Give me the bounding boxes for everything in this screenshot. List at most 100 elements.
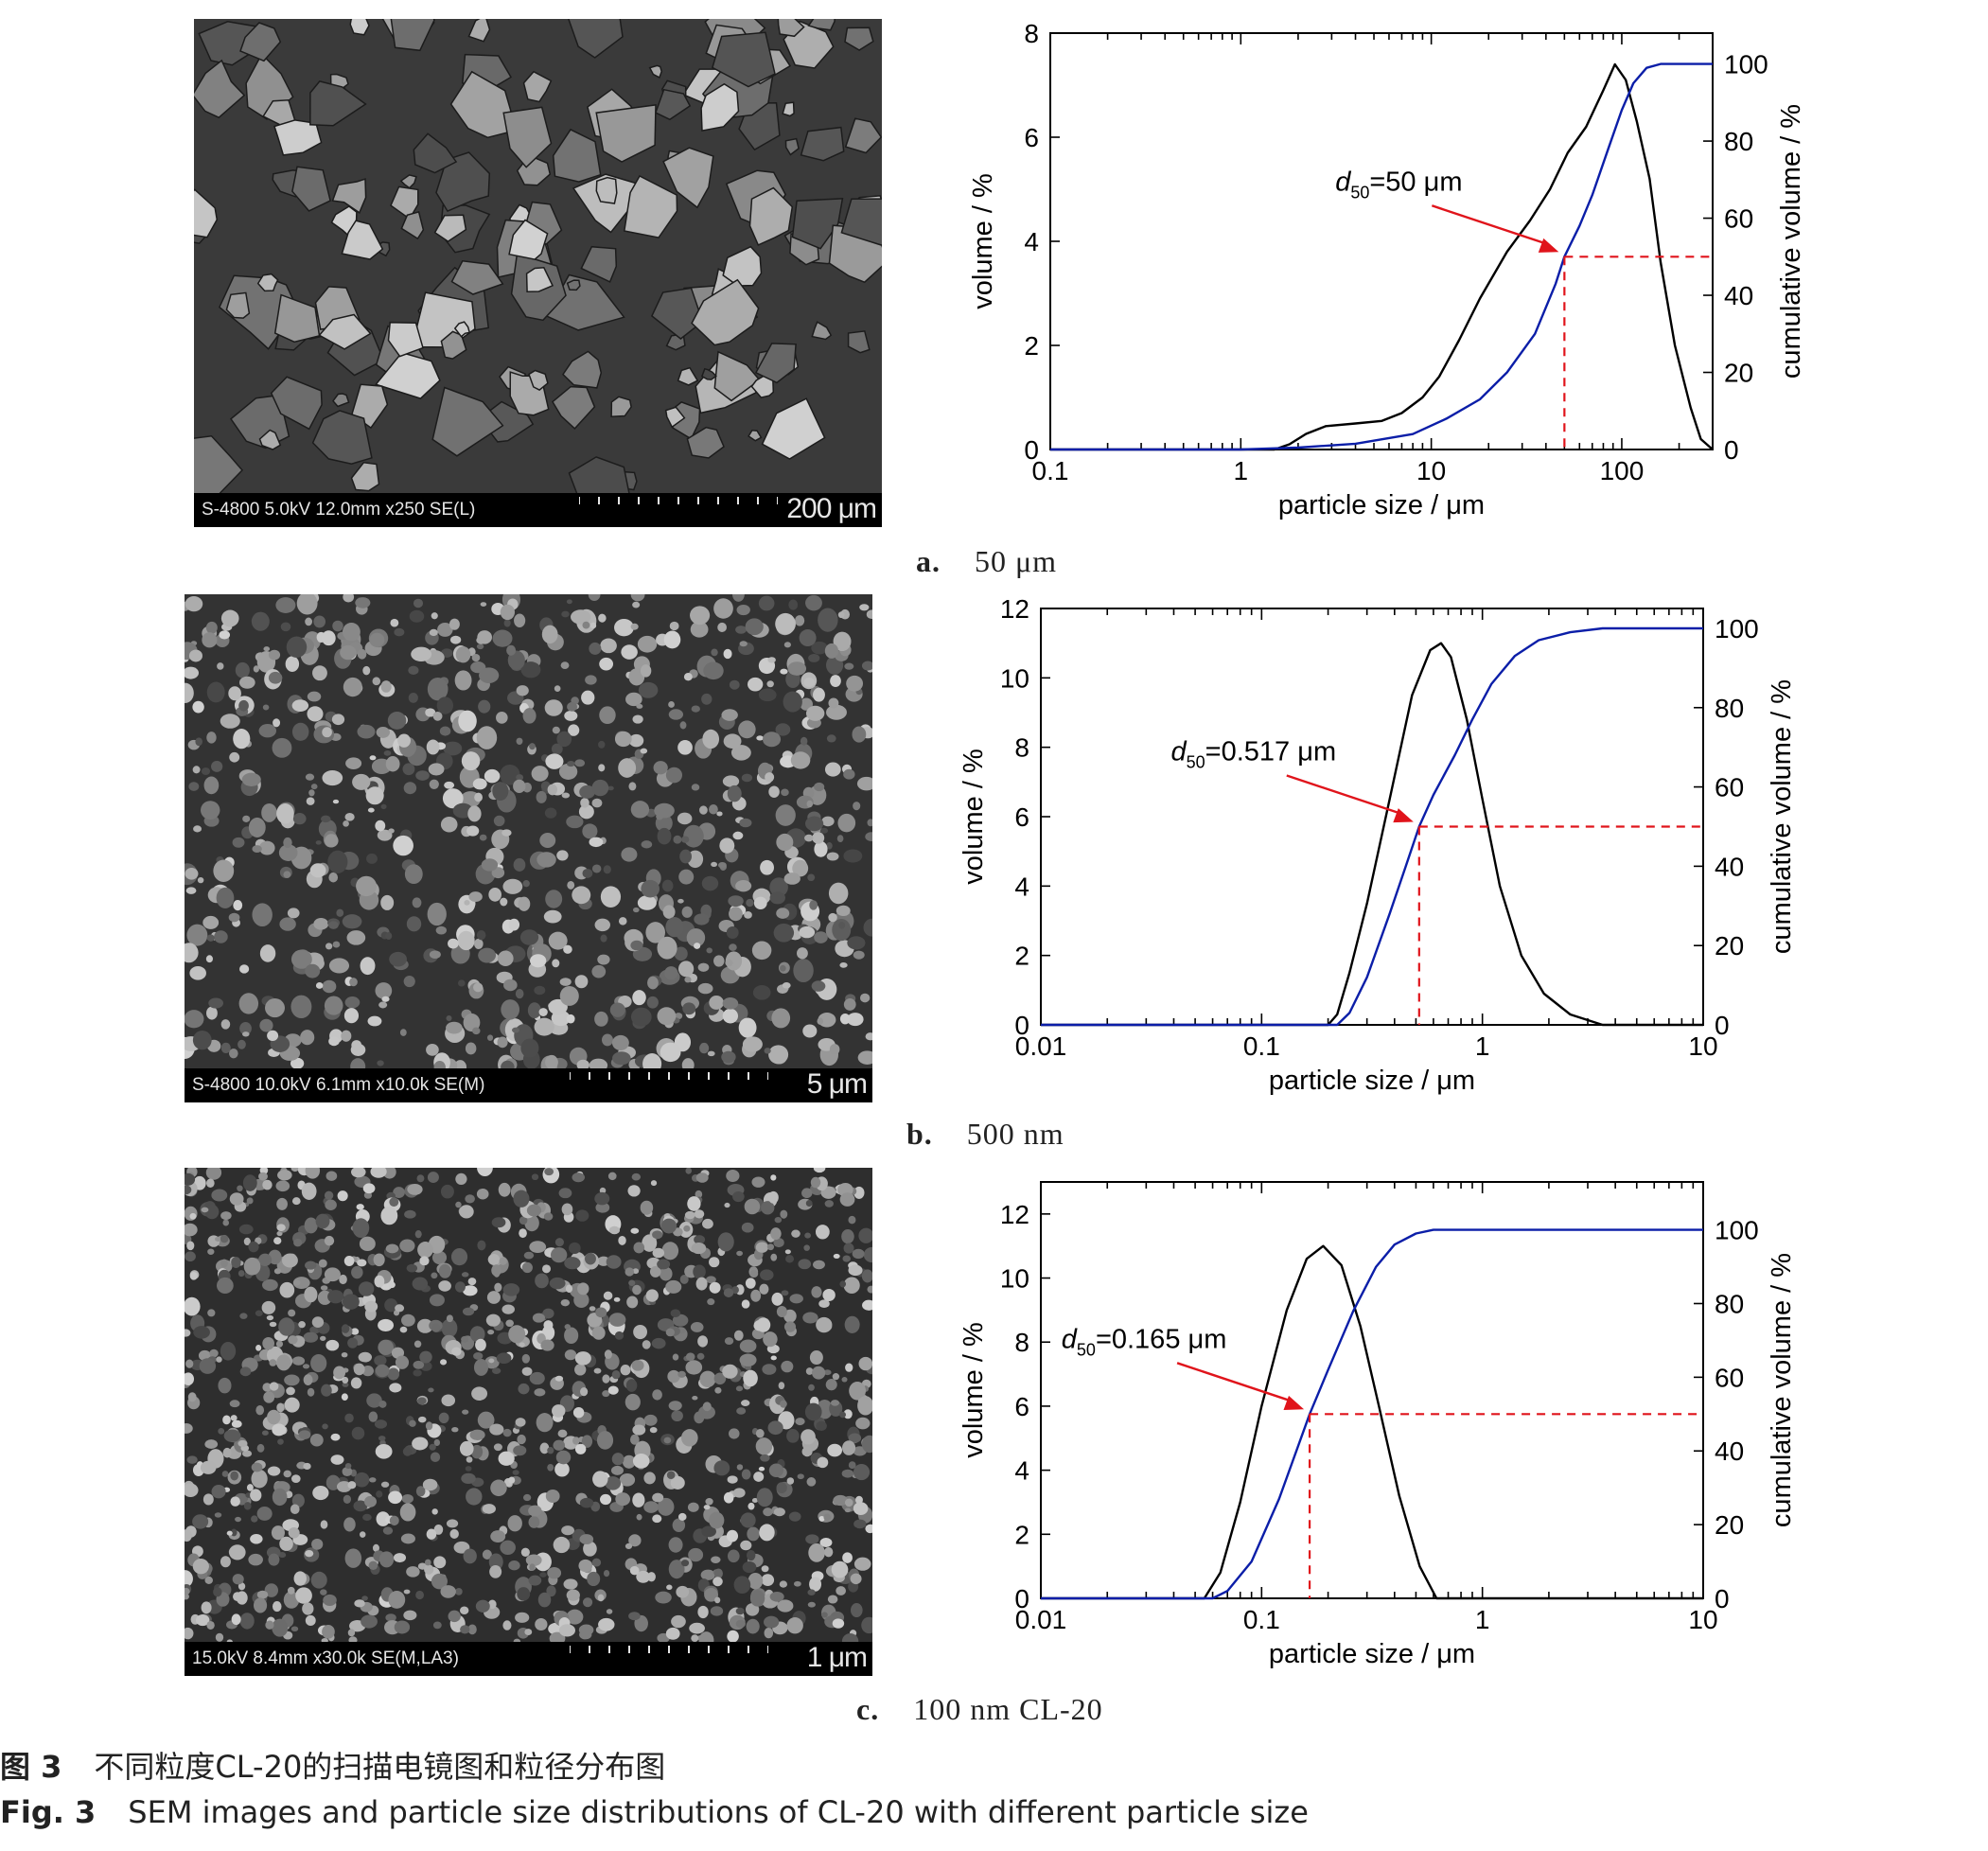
sem-particle — [501, 999, 520, 1020]
sem-particle — [719, 837, 735, 854]
sem-particle — [204, 1576, 213, 1584]
sem-particle — [272, 1423, 286, 1437]
sem-particle — [256, 273, 279, 292]
sem-particle — [449, 70, 518, 139]
sem-particle — [471, 1386, 488, 1401]
sem-particle — [642, 1052, 662, 1068]
sem-particle — [387, 321, 424, 358]
sem-particle — [275, 1340, 284, 1348]
sem-particle — [677, 1512, 687, 1521]
y-tick-label: 6 — [1024, 123, 1039, 152]
sem-particle — [729, 679, 740, 690]
sem-particle — [412, 1277, 429, 1291]
sem-particle — [592, 1471, 608, 1488]
sem-particle — [378, 1400, 387, 1408]
sem-particle — [664, 966, 678, 980]
sem-particle — [826, 704, 847, 720]
sem-particle — [385, 1243, 399, 1254]
sem-particle — [406, 1263, 418, 1273]
sem-particle — [539, 1442, 550, 1454]
sem-particle — [520, 1038, 539, 1058]
sem-particle — [344, 1413, 354, 1423]
sem-particle — [459, 1606, 469, 1615]
sem-particle — [302, 1364, 310, 1369]
sem-particle — [641, 879, 660, 898]
sem-particle — [283, 871, 291, 878]
y2-tick-label: 60 — [1715, 1363, 1744, 1392]
sem-particle — [290, 1504, 300, 1514]
y2-axis-label: cumulative volume / % — [1767, 679, 1797, 954]
x-tick-label: 0.1 — [1243, 1031, 1280, 1061]
sem-particle — [729, 1428, 740, 1439]
sem-particle — [679, 721, 687, 730]
sem-particle — [625, 1267, 635, 1277]
sem-particle — [859, 604, 870, 611]
sem-particle — [521, 1366, 533, 1376]
sem-particle — [261, 1430, 269, 1436]
sem-particle — [461, 1335, 469, 1343]
sem-particle — [291, 699, 309, 712]
sem-particle — [619, 1473, 636, 1487]
sem-particle — [461, 1272, 469, 1278]
sem-particle — [844, 26, 874, 51]
sem-particle — [735, 1619, 746, 1629]
sem-particle — [428, 1387, 434, 1393]
sem-particle — [516, 737, 523, 745]
sem-particle — [733, 1576, 751, 1595]
sem-particle — [775, 723, 791, 736]
sem-particle — [591, 1558, 602, 1567]
sem-particle — [700, 1569, 715, 1580]
sem-particle — [517, 1434, 526, 1445]
sem-particle — [230, 1528, 238, 1537]
sem-particle — [568, 456, 630, 493]
sem-particle — [377, 829, 393, 841]
sem-particle — [751, 1497, 759, 1504]
sem-particle — [777, 19, 805, 38]
sem-particle — [707, 1298, 715, 1306]
y-tick-label: 0 — [1024, 435, 1039, 465]
sem-particle — [681, 906, 693, 918]
sem-particle — [451, 1427, 459, 1433]
sem-particle — [438, 1280, 451, 1292]
sem-particle — [476, 643, 484, 650]
x-tick-label: 100 — [1600, 456, 1645, 485]
sem-particle — [839, 1411, 847, 1419]
sem-particle — [292, 1277, 310, 1290]
sem-particle — [362, 665, 371, 676]
sem-particle — [618, 758, 637, 778]
sem-particle — [478, 699, 491, 714]
d50-arrow — [1431, 204, 1546, 245]
sem-particle — [668, 701, 675, 708]
sem-particle — [572, 1406, 585, 1419]
sem-particle — [773, 923, 795, 943]
sem-particle — [792, 859, 809, 877]
sem-particle — [716, 811, 723, 817]
sem-particle — [356, 875, 378, 897]
sem-particle — [804, 816, 824, 832]
sem-particle — [852, 1248, 865, 1260]
sem-particle — [513, 1445, 527, 1456]
sem-particle — [507, 1515, 522, 1532]
sem-particle — [305, 1168, 321, 1179]
x-tick-label: 0.01 — [1015, 1605, 1067, 1634]
sem-particle — [451, 1347, 462, 1356]
sem-particle — [465, 1466, 472, 1472]
sem-particle — [460, 1625, 470, 1634]
sem-particle — [475, 1599, 490, 1613]
sem-particle — [726, 1529, 739, 1542]
sem-particle — [768, 1045, 789, 1065]
sem-particle — [741, 1299, 750, 1309]
sem-particle — [492, 629, 513, 647]
sem-particle — [690, 606, 711, 626]
sem-particle — [443, 741, 463, 756]
sem-particle — [867, 1285, 872, 1294]
sem-particle — [402, 1447, 413, 1456]
sem-particle — [723, 1288, 734, 1297]
sem-particle — [824, 1200, 834, 1208]
sem-particle — [817, 1456, 829, 1469]
sem-particle — [581, 1435, 593, 1448]
sem-particle — [283, 1470, 291, 1478]
sem-particle — [723, 733, 742, 749]
sem-particle — [226, 1639, 233, 1642]
sem-particle — [287, 908, 300, 919]
